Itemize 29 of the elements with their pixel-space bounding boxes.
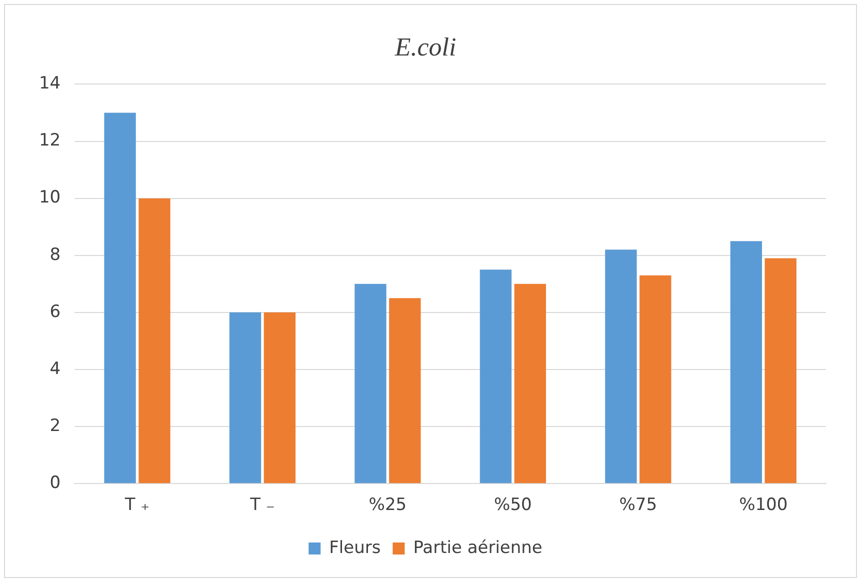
- bar: [389, 298, 421, 484]
- x-tick-label: %50: [494, 495, 532, 516]
- legend-label: Partie aérienne: [413, 538, 542, 558]
- y-tick-label: 0: [50, 473, 61, 494]
- x-tick-label: T ₊: [124, 495, 150, 516]
- bar: [138, 198, 170, 484]
- bar: [229, 312, 262, 484]
- chart-title: E.coli: [394, 32, 456, 62]
- bar: [605, 250, 637, 484]
- x-tick-label: %25: [368, 495, 407, 516]
- x-tick-label: T ₋: [249, 495, 275, 516]
- bar: [104, 112, 136, 484]
- bar: [640, 275, 672, 484]
- y-tick-label: 4: [50, 358, 61, 379]
- y-tick-label: 12: [38, 130, 61, 151]
- legend-label: Fleurs: [329, 538, 381, 558]
- bar: [764, 258, 796, 484]
- x-tick-label: %100: [739, 495, 788, 516]
- y-tick-label: 6: [50, 302, 61, 322]
- bar: [264, 312, 296, 484]
- y-tick-label: 10: [38, 188, 61, 208]
- bar: [730, 241, 762, 484]
- bar: [514, 284, 546, 484]
- y-tick-label: 2: [50, 416, 61, 436]
- bar: [480, 270, 512, 484]
- y-tick-label: 8: [50, 244, 61, 265]
- y-tick-label: 14: [38, 74, 61, 94]
- bar: [354, 284, 386, 484]
- x-tick-label: %75: [619, 495, 658, 516]
